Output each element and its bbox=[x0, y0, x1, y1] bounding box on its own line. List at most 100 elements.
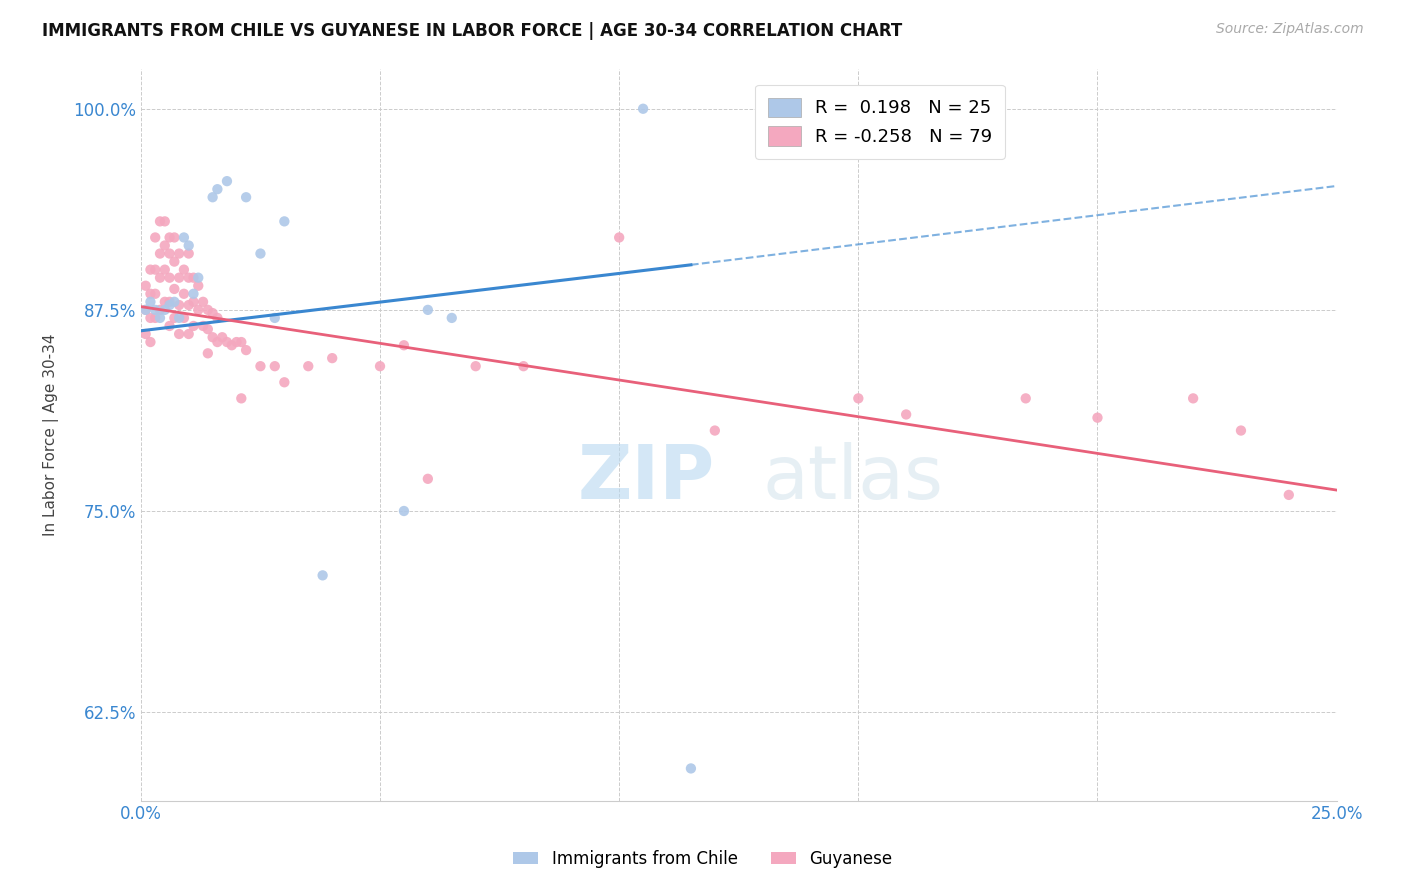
Point bbox=[392, 338, 415, 352]
Point bbox=[416, 472, 439, 486]
Point bbox=[221, 338, 243, 352]
Point bbox=[143, 262, 166, 277]
Point bbox=[177, 270, 200, 285]
Point bbox=[163, 282, 186, 296]
Point bbox=[135, 278, 157, 293]
Point bbox=[167, 310, 190, 325]
Point bbox=[177, 326, 200, 341]
Point bbox=[159, 298, 181, 312]
Point bbox=[846, 392, 869, 406]
Point bbox=[703, 424, 725, 438]
Point bbox=[440, 310, 463, 325]
Point bbox=[187, 270, 209, 285]
Point bbox=[416, 302, 439, 317]
Point bbox=[143, 286, 166, 301]
Point bbox=[1015, 392, 1038, 406]
Text: Source: ZipAtlas.com: Source: ZipAtlas.com bbox=[1216, 22, 1364, 37]
Point bbox=[392, 504, 415, 518]
Point bbox=[173, 286, 195, 301]
Point bbox=[173, 230, 195, 244]
Point bbox=[263, 359, 285, 374]
Point bbox=[167, 326, 190, 341]
Point bbox=[207, 310, 229, 325]
Point bbox=[215, 174, 238, 188]
Point bbox=[231, 392, 253, 406]
Point bbox=[235, 190, 257, 204]
Point bbox=[153, 302, 176, 317]
Point bbox=[1230, 424, 1253, 438]
Point bbox=[512, 359, 534, 374]
Point bbox=[249, 246, 271, 260]
Legend: Immigrants from Chile, Guyanese: Immigrants from Chile, Guyanese bbox=[506, 844, 900, 875]
Legend: R =  0.198   N = 25, R = -0.258   N = 79: R = 0.198 N = 25, R = -0.258 N = 79 bbox=[755, 85, 1005, 159]
Text: ZIP: ZIP bbox=[578, 442, 714, 515]
Point bbox=[1182, 392, 1205, 406]
Point bbox=[249, 359, 271, 374]
Point bbox=[197, 346, 219, 360]
Point bbox=[1087, 410, 1109, 425]
Point bbox=[159, 270, 181, 285]
Point bbox=[464, 359, 486, 374]
Point bbox=[191, 318, 214, 333]
Point bbox=[139, 310, 162, 325]
Point bbox=[207, 334, 229, 349]
Point bbox=[321, 351, 343, 366]
Point bbox=[167, 298, 190, 312]
Point bbox=[149, 214, 172, 228]
Point bbox=[149, 246, 172, 260]
Point bbox=[183, 270, 205, 285]
Point bbox=[207, 182, 229, 196]
Point bbox=[167, 270, 190, 285]
Point bbox=[183, 294, 205, 309]
Point bbox=[149, 302, 172, 317]
Point bbox=[149, 270, 172, 285]
Point bbox=[225, 334, 247, 349]
Point bbox=[143, 302, 166, 317]
Point bbox=[163, 294, 186, 309]
Point bbox=[201, 190, 224, 204]
Point bbox=[191, 294, 214, 309]
Point bbox=[679, 761, 702, 775]
Point bbox=[894, 408, 917, 422]
Point bbox=[143, 230, 166, 244]
Point bbox=[368, 359, 391, 374]
Point bbox=[153, 214, 176, 228]
Point bbox=[167, 246, 190, 260]
Point bbox=[183, 318, 205, 333]
Point bbox=[163, 230, 186, 244]
Point bbox=[139, 334, 162, 349]
Point bbox=[149, 310, 172, 325]
Point bbox=[187, 278, 209, 293]
Point bbox=[183, 286, 205, 301]
Y-axis label: In Labor Force | Age 30-34: In Labor Force | Age 30-34 bbox=[44, 334, 59, 536]
Point bbox=[159, 230, 181, 244]
Point bbox=[263, 310, 285, 325]
Point bbox=[173, 310, 195, 325]
Point bbox=[153, 238, 176, 252]
Point bbox=[311, 568, 333, 582]
Point bbox=[153, 262, 176, 277]
Point bbox=[631, 102, 654, 116]
Point bbox=[201, 306, 224, 320]
Point bbox=[139, 286, 162, 301]
Point bbox=[153, 294, 176, 309]
Point bbox=[197, 322, 219, 336]
Point bbox=[607, 230, 630, 244]
Point bbox=[273, 214, 295, 228]
Point bbox=[173, 262, 195, 277]
Point bbox=[201, 330, 224, 344]
Point bbox=[135, 326, 157, 341]
Point bbox=[177, 238, 200, 252]
Point bbox=[187, 302, 209, 317]
Point bbox=[135, 302, 157, 317]
Point bbox=[273, 376, 295, 390]
Text: IMMIGRANTS FROM CHILE VS GUYANESE IN LABOR FORCE | AGE 30-34 CORRELATION CHART: IMMIGRANTS FROM CHILE VS GUYANESE IN LAB… bbox=[42, 22, 903, 40]
Point bbox=[231, 334, 253, 349]
Point bbox=[1278, 488, 1301, 502]
Point bbox=[143, 310, 166, 325]
Point bbox=[177, 246, 200, 260]
Point bbox=[215, 334, 238, 349]
Point bbox=[159, 294, 181, 309]
Point bbox=[177, 298, 200, 312]
Point bbox=[297, 359, 319, 374]
